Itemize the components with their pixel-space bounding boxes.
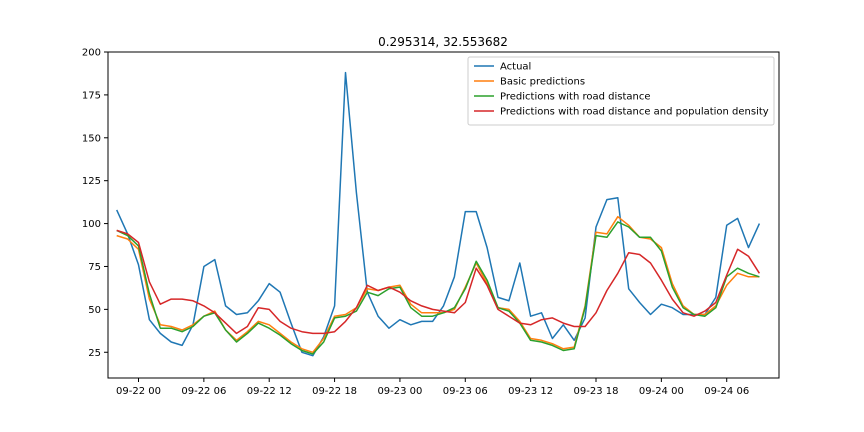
y-tick-label: 200: [82, 48, 101, 59]
y-tick-label: 100: [82, 219, 101, 230]
series-line-4: [116, 229, 761, 335]
series-line-1: [116, 71, 761, 357]
y-tick-label: 50: [88, 305, 101, 316]
x-tick-label: 09-24 00: [639, 386, 684, 397]
x-tick-label: 09-24 06: [704, 386, 749, 397]
x-tick-label: 09-22 00: [116, 386, 161, 397]
x-tick-label: 09-23 12: [508, 386, 553, 397]
series-line-3: [116, 221, 760, 355]
legend-label: Predictions with road distance and popul…: [500, 107, 769, 118]
legend-label: Actual: [500, 62, 531, 73]
legend-label: Predictions with road distance: [500, 92, 651, 103]
y-axis: 25 50 75 100 125 150 175 200: [82, 48, 108, 359]
y-tick-label: 125: [82, 176, 101, 187]
x-tick-label: 09-23 06: [443, 386, 488, 397]
legend-box: [467, 56, 775, 126]
series-group: [116, 71, 761, 357]
plot-frame: [107, 51, 780, 379]
x-tick-label: 09-23 18: [574, 386, 619, 397]
x-tick-label: 09-23 00: [377, 386, 422, 397]
x-tick-label: 09-22 06: [181, 386, 226, 397]
legend: Actual Basic predictions Predictions with …: [467, 56, 775, 126]
legend-label: Basic predictions: [500, 77, 585, 88]
y-tick-label: 175: [82, 90, 101, 101]
x-tick-label: 09-22 12: [247, 386, 292, 397]
x-axis: 09-22 00 09-22 06 09-22 12 09-22 18 09-23 00…: [116, 378, 749, 397]
chart-title: 0.295314, 32.553682: [378, 35, 508, 49]
y-tick-label: 25: [88, 348, 101, 359]
y-tick-label: 75: [88, 262, 101, 273]
x-tick-label: 09-22 18: [312, 386, 357, 397]
y-tick-label: 150: [82, 133, 101, 144]
